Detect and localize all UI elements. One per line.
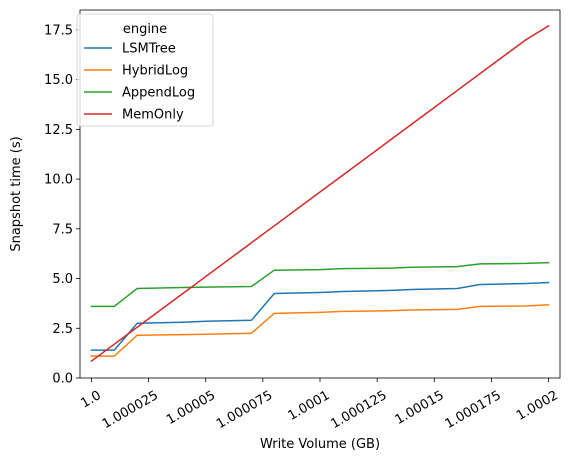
x-tick-label: 1.00005 (164, 388, 218, 428)
series-lines (90, 24, 550, 363)
x-tick-label: 1.0001 (285, 388, 332, 424)
y-tick-label: 5.0 (52, 272, 73, 287)
legend: engine LSMTree HybridLog AppendLog MemOnly (76, 13, 214, 127)
series-line-memonly (90, 24, 550, 363)
y-tick-label: 7.5 (52, 222, 73, 237)
legend-label: AppendLog (122, 86, 195, 101)
y-axis-ticks: 0.0 2.5 5.0 7.5 10.0 12.5 15.0 17.5 (44, 23, 80, 387)
y-tick-label: 2.5 (52, 322, 73, 337)
legend-box (76, 13, 214, 127)
x-tick-label: 1.0002 (514, 388, 561, 424)
legend-label: HybridLog (122, 64, 188, 79)
x-tick-label: 1.0 (78, 388, 103, 411)
x-tick-label: 1.000175 (443, 388, 504, 432)
y-tick-label: 0.0 (52, 372, 73, 387)
legend-items: LSMTree HybridLog AppendLog MemOnly (84, 42, 195, 123)
x-tick-label: 1.000025 (100, 388, 161, 432)
x-tick-label: 1.000075 (214, 388, 275, 432)
y-axis-label: Snapshot time (s) (9, 136, 24, 251)
series-line-lsmtree (90, 281, 550, 351)
y-tick-label: 15.0 (44, 73, 73, 88)
x-tick-label: 1.000125 (328, 388, 389, 432)
series-line-hybridlog (90, 304, 550, 357)
x-axis-label: Write Volume (GB) (260, 437, 380, 452)
legend-label: LSMTree (122, 42, 176, 57)
y-tick-label: 10.0 (44, 173, 73, 188)
y-tick-label: 12.5 (44, 123, 73, 138)
x-tick-label: 1.00015 (393, 388, 447, 428)
series-line-appendlog (90, 261, 550, 308)
y-tick-label: 17.5 (44, 23, 73, 38)
legend-title: engine (123, 22, 167, 37)
legend-label: MemOnly (122, 108, 184, 123)
